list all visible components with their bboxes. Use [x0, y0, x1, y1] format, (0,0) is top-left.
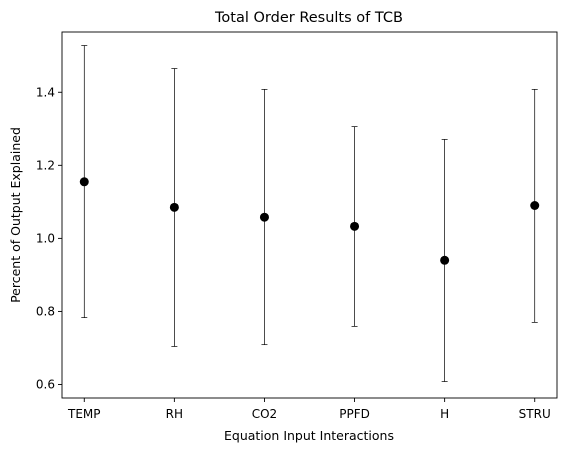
- x-tick-label: PPFD: [339, 407, 370, 421]
- x-axis-ticks: TEMP RH CO2 PPFD H STRU: [67, 398, 551, 421]
- x-axis-label: Equation Input Interactions: [224, 428, 394, 443]
- data-points: [79, 177, 540, 265]
- data-point-rh: [169, 202, 179, 212]
- x-tick-label: STRU: [519, 407, 551, 421]
- data-point-stru: [530, 201, 540, 211]
- y-axis-label: Percent of Output Explained: [8, 127, 23, 303]
- data-point-h: [440, 255, 450, 265]
- y-tick-label: 1.2: [36, 158, 55, 172]
- data-point-temp: [79, 177, 89, 187]
- y-tick-label: 0.6: [36, 377, 55, 391]
- chart-title: Total Order Results of TCB: [214, 10, 403, 26]
- data-point-co2: [259, 212, 269, 222]
- data-point-ppfd: [350, 221, 360, 231]
- plot-frame: [61, 31, 558, 399]
- x-tick-label: RH: [166, 407, 183, 421]
- y-tick-label: 1.0: [36, 231, 55, 245]
- y-tick-label: 0.8: [36, 304, 55, 318]
- error-bars: [81, 45, 538, 382]
- y-axis-ticks: 0.6 0.8 1.0 1.2 1.4: [36, 85, 62, 391]
- x-tick-label: TEMP: [67, 407, 101, 421]
- y-tick-label: 1.4: [36, 85, 55, 99]
- x-tick-label: CO2: [252, 407, 277, 421]
- x-tick-label: H: [440, 407, 449, 421]
